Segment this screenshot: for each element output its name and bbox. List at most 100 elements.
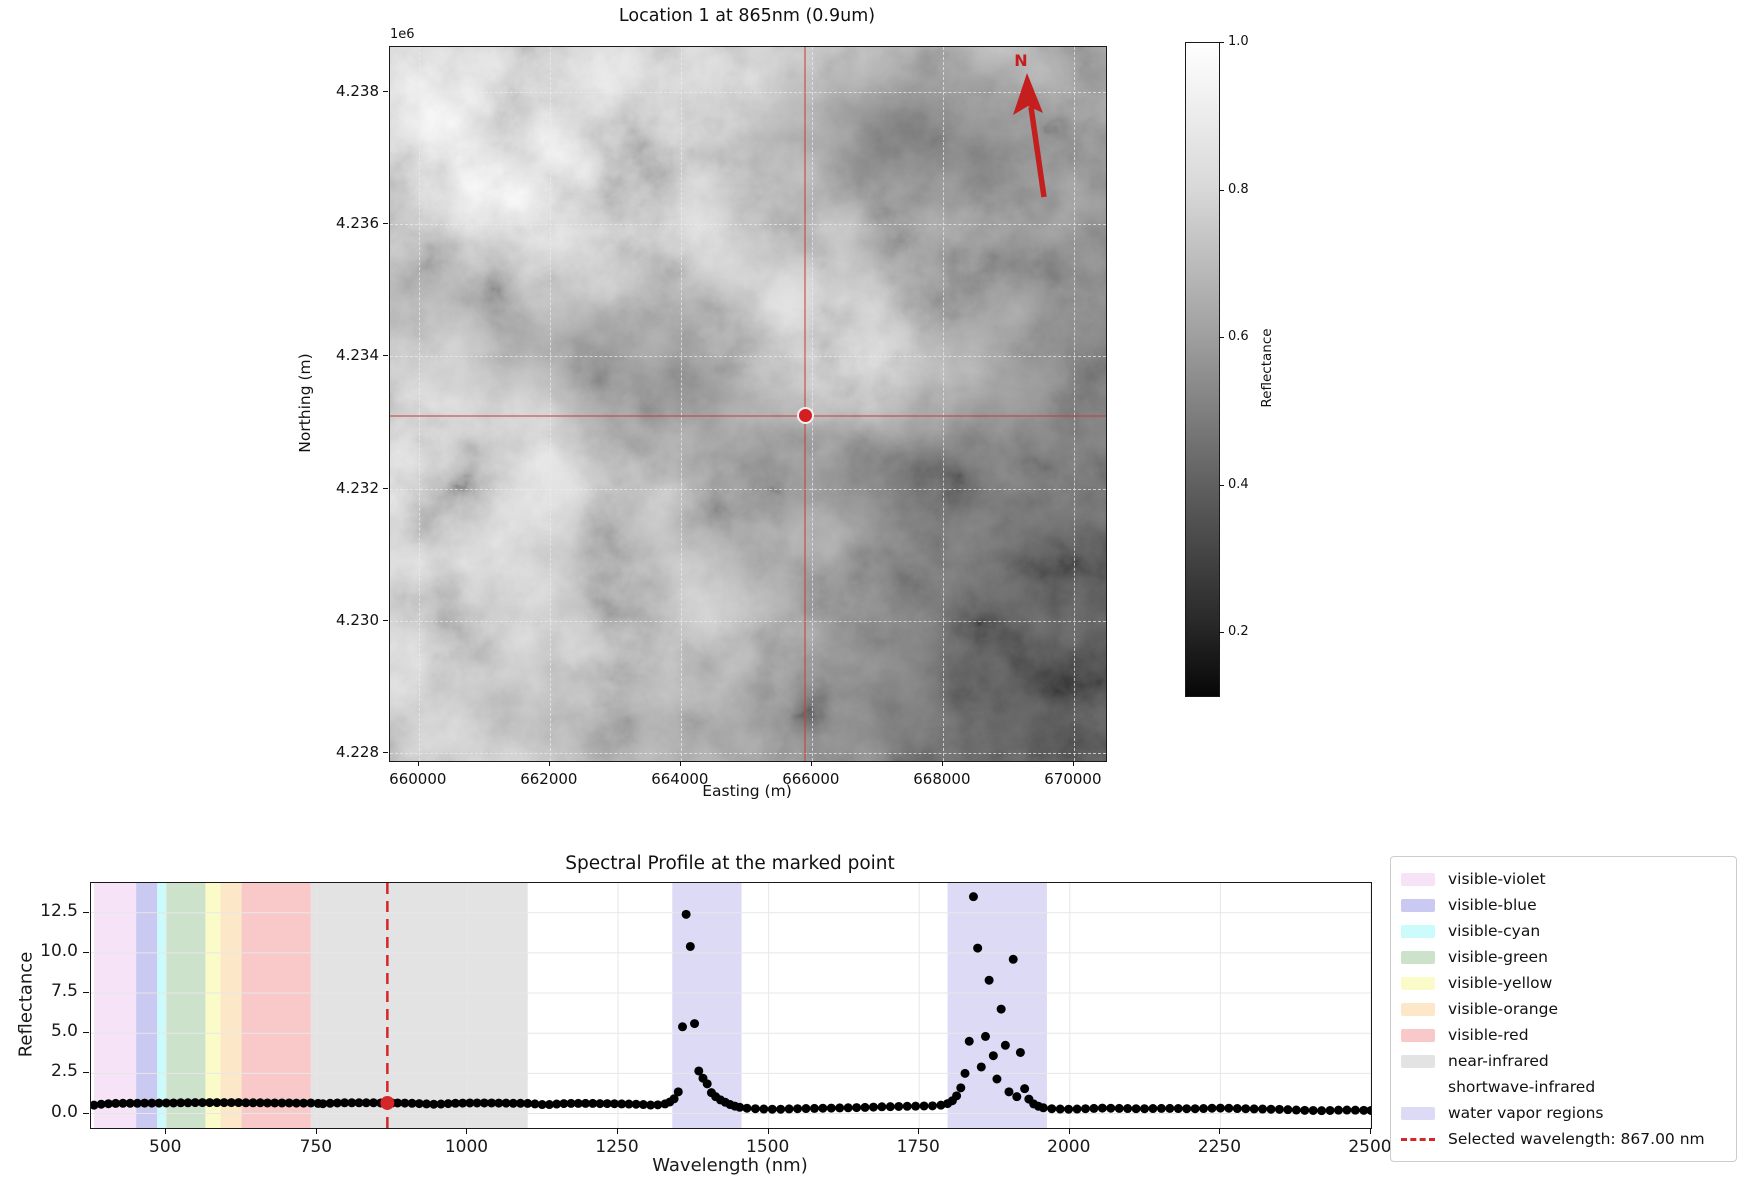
spectrum-point [809, 1103, 819, 1113]
spectral-ytick-mark [83, 911, 89, 913]
spectral-xtick-mark [767, 1128, 769, 1134]
legend-swatch [1401, 950, 1435, 964]
map-gridline-h [390, 356, 1106, 358]
legend-swatch [1401, 1028, 1435, 1042]
map-gridline-h [390, 488, 1106, 490]
spectrum-point [1072, 1104, 1082, 1114]
spectral-xtick-mark [918, 1128, 920, 1134]
spectrum-point [523, 1098, 533, 1108]
colorbar-tick-mark [1219, 337, 1224, 339]
spectrum-point [183, 1098, 193, 1108]
spectrum-point [1325, 1105, 1335, 1115]
spectrum-point [132, 1098, 142, 1108]
spectrum-point [1232, 1104, 1242, 1114]
spectrum-point [1249, 1104, 1259, 1114]
spectral-ytick-label: 0.0 [50, 1101, 78, 1122]
spectrum-point [161, 1098, 171, 1108]
spectrum-point [443, 1099, 453, 1109]
colorbar-tick-mark [1219, 42, 1224, 43]
spectral-xtick-label: 2250 [1197, 1137, 1242, 1157]
legend-item: visible-blue [1401, 892, 1726, 918]
spectrum-point [624, 1099, 634, 1109]
spectrum-point [429, 1099, 439, 1109]
spectrum-point [205, 1098, 215, 1108]
spectrum-point [537, 1100, 547, 1110]
spectrum-point [968, 892, 978, 902]
spectral-ytick-mark [83, 1072, 89, 1074]
spectrum-point [414, 1099, 424, 1109]
spectral-xtick-label: 1000 [444, 1137, 489, 1157]
spectrum-point [1266, 1104, 1276, 1114]
spectrum-point [140, 1098, 150, 1108]
spectrum-point [988, 1051, 998, 1061]
spectrum-point [980, 1031, 990, 1041]
spectrum-point [479, 1098, 489, 1108]
spectrum-point [894, 1101, 904, 1111]
spectral-ytick-mark [83, 1112, 89, 1114]
spectrum-point [694, 1066, 704, 1076]
spectrum-point [1333, 1105, 1343, 1115]
spectrum-point [400, 1098, 410, 1108]
spectrum-point [91, 1100, 99, 1110]
spectral-ytick-label: 10.0 [40, 940, 78, 961]
spectrum-point [835, 1103, 845, 1113]
map-xtick-mark [679, 761, 681, 766]
spectrum-point [1123, 1104, 1133, 1114]
spectral-ytick-mark [83, 992, 89, 994]
spectrum-point [1004, 1087, 1014, 1097]
map-xtick-mark [548, 761, 550, 766]
map-gridline-v [1073, 47, 1075, 761]
legend-swatch [1401, 1054, 1435, 1068]
spectrum-point [1038, 1103, 1048, 1113]
spectrum-point [826, 1103, 836, 1113]
legend-item: near-infrared [1401, 1048, 1726, 1074]
spectrum-point [458, 1098, 468, 1108]
spectrum-point [776, 1104, 786, 1114]
spectral-xtick-mark [466, 1128, 468, 1134]
spectral-xtick-label: 1500 [746, 1137, 790, 1157]
legend-item: visible-violet [1401, 866, 1726, 892]
spectrum-point [1131, 1104, 1141, 1114]
legend-item: visible-orange [1401, 996, 1726, 1022]
map-ytick-mark [383, 223, 388, 225]
spectrum-point [843, 1103, 853, 1113]
map-gridline-v [680, 47, 682, 761]
spectrum-point [742, 1103, 752, 1113]
spectral-xtick-label: 1250 [595, 1137, 639, 1157]
spectrum-point [902, 1101, 912, 1111]
spectrum-point [197, 1098, 207, 1108]
spectrum-point [581, 1098, 591, 1108]
legend-label: visible-yellow [1448, 974, 1553, 992]
marked-point [796, 407, 814, 425]
legend-item: shortwave-infrared [1401, 1074, 1726, 1100]
spectrum-point [472, 1098, 482, 1108]
spectrum-point [992, 1074, 1002, 1084]
colorbar-tick-label: 0.4 [1228, 476, 1249, 492]
spectrum-point [653, 1100, 663, 1110]
spectrum-point [291, 1098, 301, 1108]
spectrum-point [248, 1098, 258, 1108]
spectrum-point [111, 1098, 121, 1108]
map-gridline-v [942, 47, 944, 761]
map-xtick-label: 666000 [782, 770, 840, 788]
spectrum-point [347, 1098, 357, 1108]
band-visible-yellow [205, 883, 221, 1128]
spectrum-point [1359, 1105, 1369, 1115]
spectrum-point [277, 1098, 287, 1108]
spectrum-point [595, 1099, 605, 1109]
map-gridline-v [549, 47, 551, 761]
map-gridline-h [390, 224, 1106, 226]
spectrum-point [976, 1062, 986, 1072]
spectrum-point [1300, 1105, 1310, 1115]
spectrum-point [1148, 1104, 1158, 1114]
map-xtick-mark [417, 761, 419, 766]
map-ytick-mark [383, 752, 388, 754]
legend-item: visible-cyan [1401, 918, 1726, 944]
spectral-xtick-label: 1750 [896, 1137, 940, 1157]
spectrum-point [219, 1098, 229, 1108]
spectrum-point [750, 1104, 760, 1114]
spectral-ytick-label: 12.5 [40, 900, 78, 921]
spectrum-point [393, 1098, 403, 1108]
spectrum-point [1291, 1105, 1301, 1115]
